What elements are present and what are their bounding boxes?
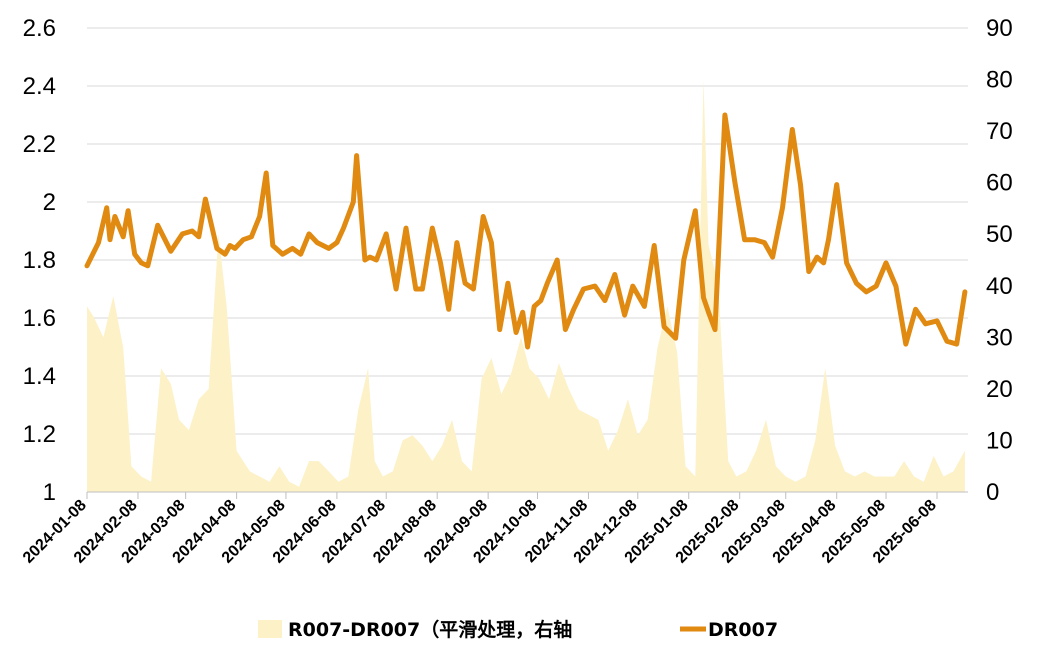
legend-area-label: R007-DR007（平滑处理，右轴 (288, 618, 572, 641)
legend: R007-DR007（平滑处理，右轴 DR007 (258, 618, 778, 641)
left-tick-label: 1 (43, 479, 56, 506)
area-series (87, 79, 965, 492)
right-tick-label: 40 (986, 273, 1013, 300)
left-tick-label: 2.6 (23, 15, 56, 42)
gridlines (87, 27, 968, 435)
left-tick-label: 1.2 (23, 421, 56, 448)
right-tick-label: 0 (986, 479, 999, 506)
left-tick-label: 1.6 (23, 305, 56, 332)
left-tick-label: 2.2 (23, 131, 56, 158)
left-tick-label: 2.4 (23, 73, 56, 100)
line-series (84, 112, 968, 350)
right-tick-label: 50 (986, 221, 1013, 248)
right-tick-label: 10 (986, 427, 1013, 454)
right-tick-label: 70 (986, 118, 1013, 145)
right-tick-label: 30 (986, 324, 1013, 351)
legend-area-swatch (258, 620, 282, 638)
right-tick-label: 90 (986, 15, 1013, 42)
left-tick-label: 1.8 (23, 247, 56, 274)
right-tick-label: 80 (986, 67, 1013, 94)
right-tick-label: 60 (986, 170, 1013, 197)
right-tick-label: 20 (986, 376, 1013, 403)
spread-area (87, 79, 965, 492)
dr007-line (84, 112, 968, 350)
left-tick-label: 1.4 (23, 363, 56, 390)
legend-line-label: DR007 (708, 619, 778, 641)
left-tick-label: 2 (43, 189, 56, 216)
